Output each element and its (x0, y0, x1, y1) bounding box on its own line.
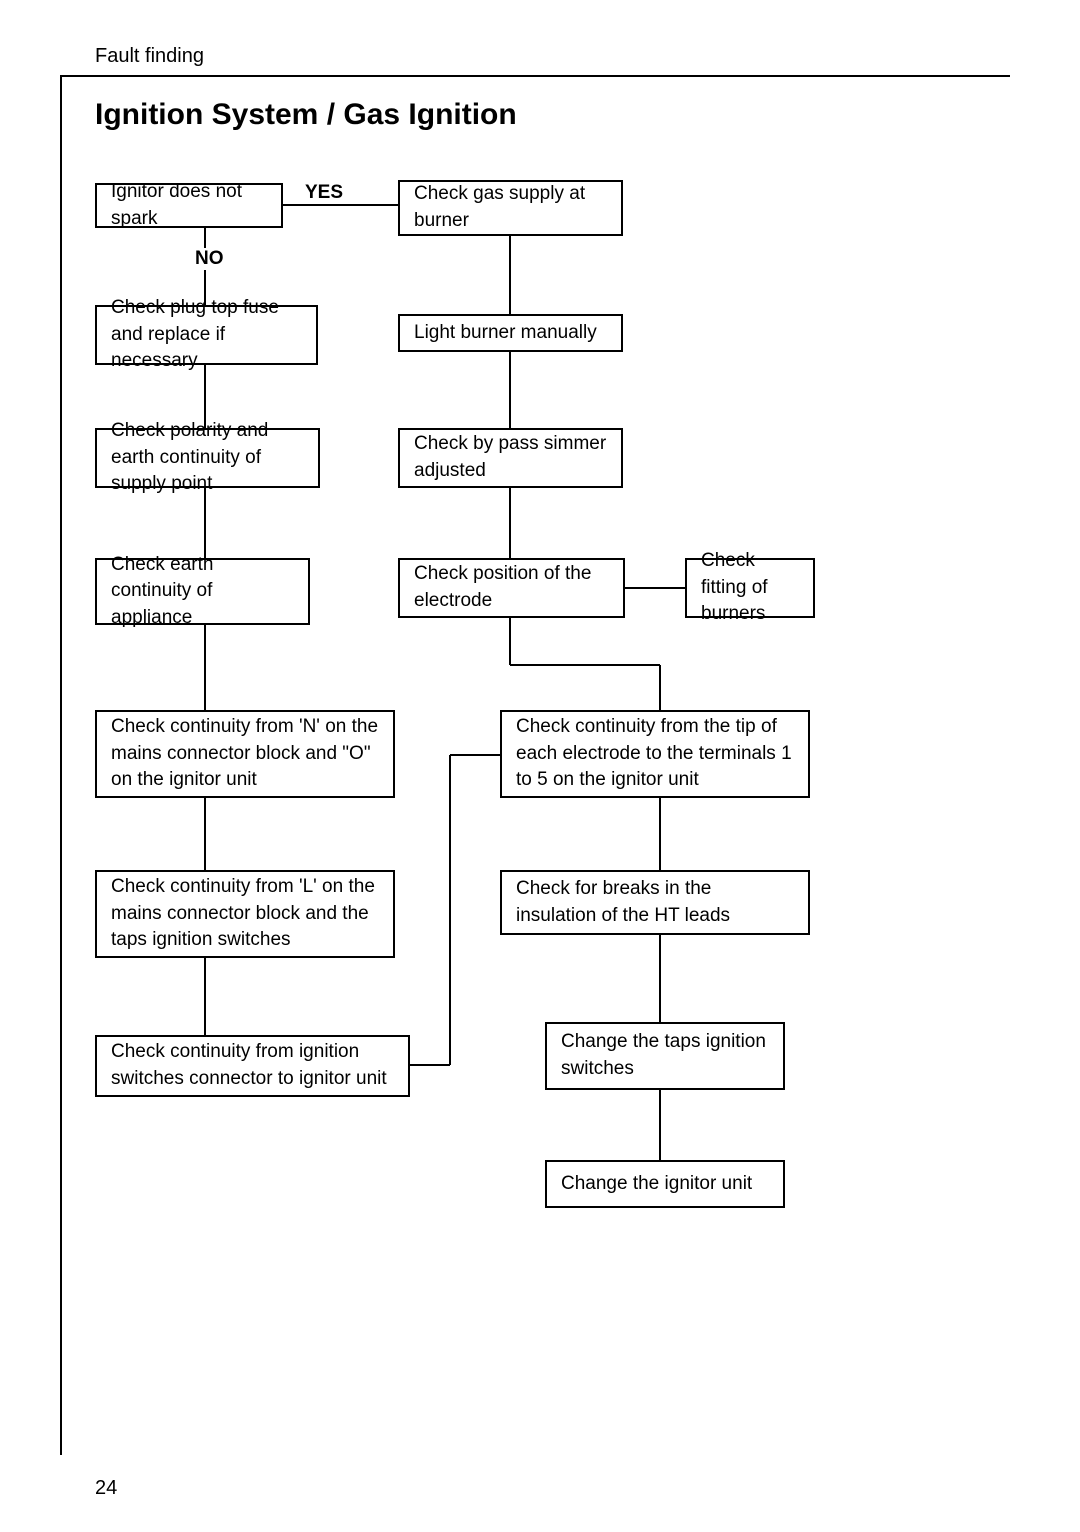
node-check-electrode-pos: Check position of the electrode (398, 558, 625, 618)
label-yes: YES (305, 182, 343, 204)
node-check-gas-supply: Check gas supply at burner (398, 180, 623, 236)
page-number: 24 (95, 1477, 117, 1500)
node-check-ht-leads: Check for breaks in the insulation of th… (500, 870, 810, 935)
node-check-polarity: Check polarity and earth continuity of s… (95, 428, 320, 488)
node-check-ignition-switches: Check continuity from ignition switches … (95, 1035, 410, 1097)
node-check-bypass: Check by pass simmer adjusted (398, 428, 623, 488)
node-check-continuity-electrode: Check continuity from the tip of each el… (500, 710, 810, 798)
page-title: Ignition System / Gas Ignition (95, 98, 517, 132)
node-check-burner-fitting: Check fitting of burners (685, 558, 815, 618)
node-ignitor-no-spark: Ignitor does not spark (95, 183, 283, 228)
node-check-continuity-l: Check continuity from 'L' on the mains c… (95, 870, 395, 958)
label-no: NO (195, 248, 224, 270)
node-change-taps: Change the taps ignition switches (545, 1022, 785, 1090)
page-header: Fault finding (95, 45, 204, 68)
node-light-manually: Light burner manually (398, 314, 623, 352)
node-check-fuse: Check plug top fuse and replace if neces… (95, 305, 318, 365)
node-check-continuity-n: Check continuity from 'N' on the mains c… (95, 710, 395, 798)
node-check-earth: Check earth continuity of appliance (95, 558, 310, 625)
node-change-ignitor: Change the ignitor unit (545, 1160, 785, 1208)
